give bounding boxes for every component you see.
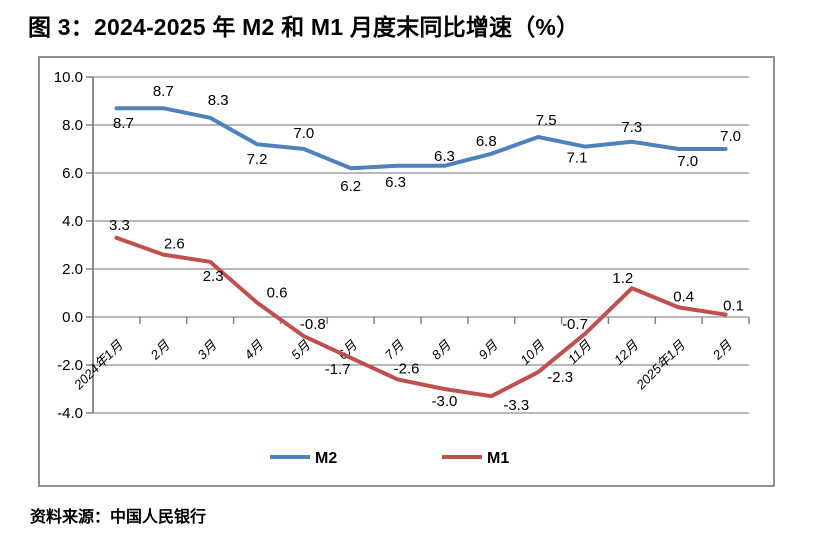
legend-item-m1: M1 [442,450,509,467]
x-category-label: 4月 [241,337,267,363]
data-label: -2.3 [547,369,573,386]
m1-line [114,235,728,399]
data-label: 7.3 [621,119,642,136]
data-label: -3.0 [431,393,457,410]
x-category-label: 12月 [611,337,642,368]
data-label: 7.0 [293,125,314,142]
legend-label: M2 [315,450,337,467]
x-category-label: 9月 [475,337,501,363]
chart-frame: 10.0 8.0 6.0 4.0 2.0 0.0 -2.0 -4.0 2024年1月 2月 3月 4月… [38,56,775,488]
data-label: -0.8 [300,316,326,333]
source-note: 资料来源：中国人民银行 [30,509,207,526]
x-category-label: 10月 [517,337,548,368]
y-tick-label: -4.0 [57,405,83,422]
m1-data-labels: 3.3 2.6 2.3 0.6 -0.8 -1.7 -2.6 -3.0 -3.3 -2.3 -0.7… [109,217,744,414]
data-label: -1.7 [325,361,351,378]
y-axis [86,76,94,414]
y-tick-label: 10.0 [54,69,83,86]
legend: M2 M1 [270,450,509,467]
data-label: 8.7 [113,115,134,132]
y-tick-label: 8.0 [62,117,83,134]
data-label: 6.2 [340,178,361,195]
x-category-label: 7月 [382,337,408,363]
x-category-label: 11月 [565,337,595,367]
chart-border [38,56,775,487]
y-tick-labels: 10.0 8.0 6.0 4.0 2.0 0.0 -2.0 -4.0 [54,69,83,422]
y-tick-label: 2.0 [62,261,83,278]
y-tick-label: 6.0 [62,165,83,182]
data-label: 2.6 [164,236,185,253]
figure-title: 图 3：2024-2025 年 M2 和 M1 月度末同比增速（%） [28,14,580,40]
data-label: 6.3 [434,148,455,165]
data-label: 1.2 [612,270,633,287]
y-tick-label: 0.0 [62,309,83,326]
data-label: 7.0 [677,153,698,170]
m2-line [114,106,728,171]
data-label: 0.1 [723,298,744,315]
x-axis-ticks [92,317,750,324]
data-label: 7.2 [247,151,268,168]
data-label: 8.3 [208,92,229,109]
data-label: 0.6 [267,285,288,302]
data-label: 6.3 [385,174,406,191]
x-category-label: 2月 [147,337,173,363]
legend-label: M1 [487,450,509,467]
m2-data-labels: 8.7 8.7 8.3 7.2 7.0 6.2 6.3 6.3 6.8 7.5 7.1 7.3 7.0 7… [113,83,741,195]
data-label: 7.0 [720,128,741,145]
data-label: 0.4 [673,288,694,305]
data-label: 8.7 [153,83,174,100]
data-label: 3.3 [109,217,130,234]
data-label: -2.6 [394,360,420,377]
y-tick-label: -2.0 [57,357,83,374]
x-category-label: 8月 [429,337,455,363]
y-tick-label: 4.0 [62,213,83,230]
data-label: 7.1 [567,150,588,167]
x-category-label: 2月 [709,337,735,363]
data-label: 2.3 [203,268,224,285]
data-label: 7.5 [536,112,557,129]
data-label: -3.3 [503,397,529,414]
data-label: -0.7 [562,316,588,333]
gridlines [93,76,749,414]
legend-item-m2: M2 [270,450,337,467]
x-category-label: 3月 [194,337,220,363]
data-label: 6.8 [476,133,497,150]
